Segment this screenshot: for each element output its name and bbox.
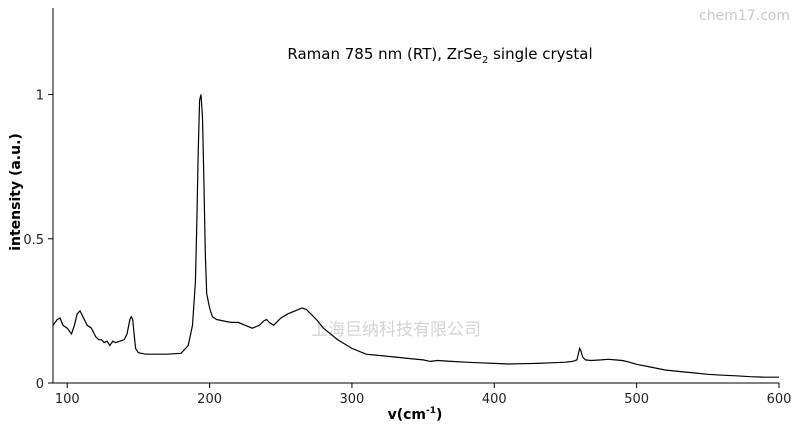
tick-labels: 100 200 300 400 500 600 0 0.5 1: [23, 89, 791, 407]
y-tick-label: 0.5: [23, 233, 44, 248]
axes: [52, 8, 779, 384]
y-tick-label: 0: [36, 377, 44, 392]
x-tick-label: 500: [624, 392, 649, 407]
chart-title: Raman 785 nm (RT), ZrSe2 single crystal: [287, 45, 592, 66]
x-tick-label: 600: [767, 392, 792, 407]
x-tick-label: 400: [482, 392, 507, 407]
tick-marks: [48, 94, 780, 388]
x-tick-label: 200: [197, 392, 222, 407]
series-line: [52, 94, 779, 378]
x-tick-label: 300: [340, 392, 365, 407]
center-watermark: 上海巨纳科技有限公司: [311, 320, 481, 340]
y-axis-label: intensity (a.u.): [8, 133, 24, 251]
corner-watermark: chem17.com: [699, 8, 790, 24]
x-tick-label: 100: [55, 392, 80, 407]
x-axis-label: v(cm-1): [388, 406, 443, 423]
y-tick-label: 1: [36, 89, 44, 104]
